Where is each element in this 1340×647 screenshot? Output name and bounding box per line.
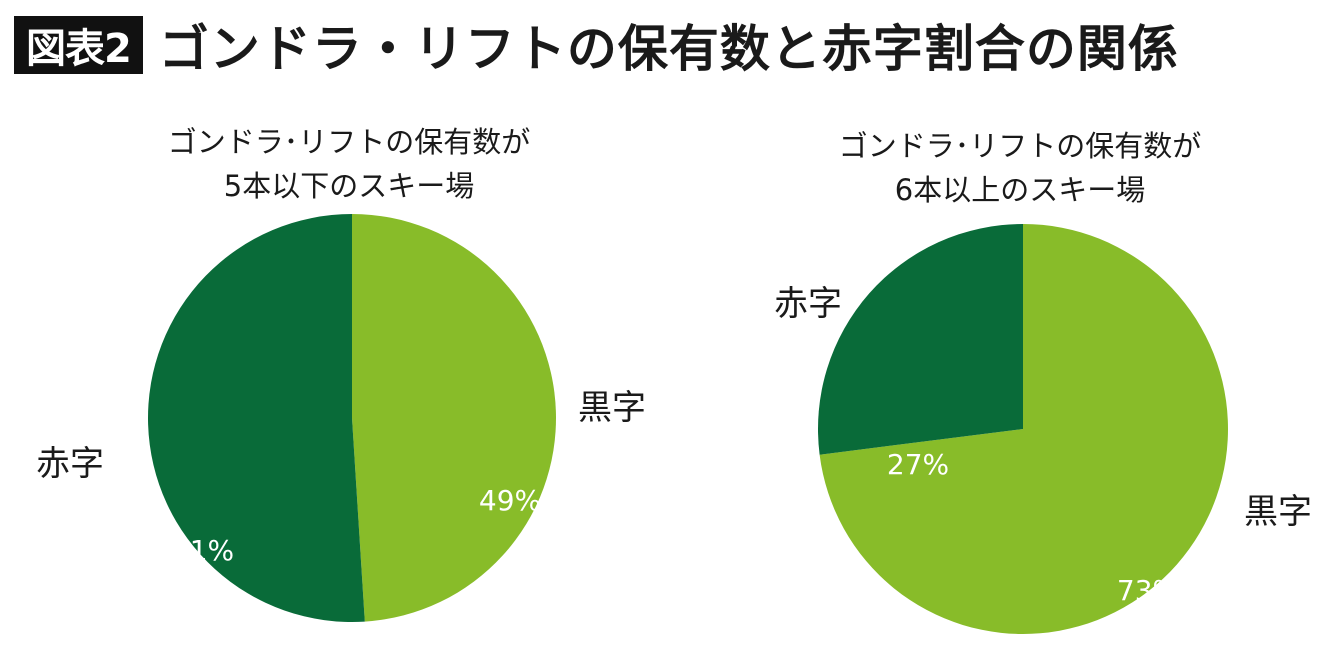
category-label-surplus: 黒字 <box>578 388 646 428</box>
pie-slice-deficit <box>147 214 365 622</box>
page-title: ゴンドラ・リフトの保有数と赤字割合の関係 <box>158 20 1179 78</box>
chart-title-line-2: 6本以上のスキー場 <box>894 173 1146 207</box>
pie-svg: 49% 51% <box>147 214 556 622</box>
chart-title: ゴンドラ･リフトの保有数が 6本以上のスキー場 <box>685 124 1340 212</box>
pct-label-deficit: 27% <box>887 448 949 481</box>
pct-label-deficit: 51% <box>172 534 234 567</box>
pie-slice-surplus <box>819 224 1228 634</box>
category-label-surplus: 黒字 <box>1244 492 1312 532</box>
pie-slice-surplus <box>352 214 556 622</box>
pie-chart-small-resorts: ゴンドラ･リフトの保有数が 5本以下のスキー場 49% 51% 黒字 赤字 <box>0 110 670 647</box>
pie-chart-large-resorts: ゴンドラ･リフトの保有数が 6本以上のスキー場 73% 27% 黒字 赤字 <box>670 110 1340 647</box>
chart-title-line-1: ゴンドラ･リフトの保有数が <box>838 129 1202 163</box>
pie-slice-deficit <box>818 224 1023 455</box>
category-label-deficit: 赤字 <box>36 444 104 484</box>
header: 図表2 ゴンドラ・リフトの保有数と赤字割合の関係 <box>14 10 1179 80</box>
figure-badge: 図表2 <box>14 16 143 74</box>
chart-title-line-2: 5本以下のスキー場 <box>223 169 475 203</box>
pct-label-surplus: 49% <box>479 484 541 517</box>
chart-title: ゴンドラ･リフトの保有数が 5本以下のスキー場 <box>24 120 674 208</box>
category-label-deficit: 赤字 <box>774 284 842 324</box>
pie-svg: 73% 27% <box>818 224 1228 634</box>
chart-title-line-1: ゴンドラ･リフトの保有数が <box>167 125 531 159</box>
pct-label-surplus: 73% <box>1117 574 1179 607</box>
